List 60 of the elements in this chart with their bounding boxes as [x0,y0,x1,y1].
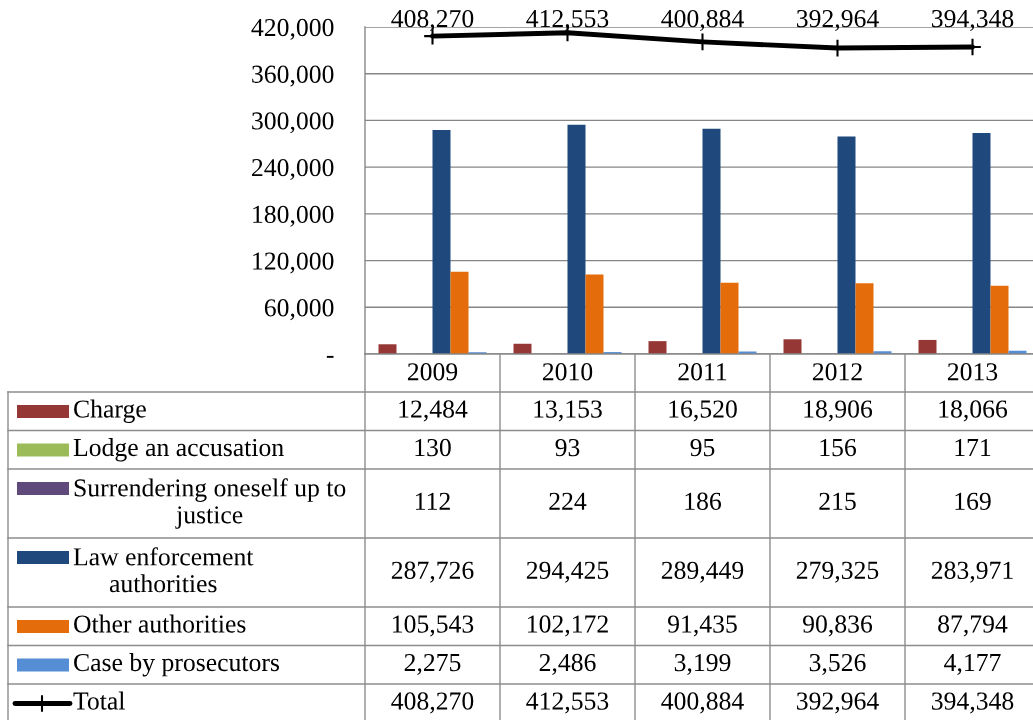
data-label: 412,553 [526,692,609,714]
data-label: 130 [415,438,451,457]
data-label: 13,153 [534,400,602,422]
data-label: 4,177 [944,653,1001,675]
data-label: 400,884 [661,692,744,714]
data-label: 186 [685,492,721,510]
text: 392,964 [796,9,879,31]
legend-label: Lodge an accusation [73,438,284,462]
data-label: 2,275 [404,653,461,675]
data-label: 12,484 [399,400,468,422]
data-label: 3,526 [809,653,866,675]
data-label: 112 [415,492,450,510]
text: 408,270 [391,9,474,31]
legend-label: Surrendering oneself up to justice [74,478,346,529]
data-label: 91,435 [668,615,737,637]
data-label: 16,520 [669,400,737,422]
legend-label: Law enforcement authorities [73,547,254,593]
data-label: 18,066 [939,400,1008,422]
text: 400,884 [661,9,744,31]
data-label: 18,906 [804,400,873,422]
y-tick-label: 420,000 [251,18,334,40]
data-label: 287,726 [391,561,474,583]
data-label: 408,270 [391,692,474,714]
y-tick-label: 360,000 [252,65,334,87]
data-label: 169 [955,492,991,510]
legend-label: Other authorities [74,614,246,633]
y-tick-label: 240,000 [252,158,334,181]
data-label: 283,971 [931,561,1013,583]
data-label: 279,325 [796,561,879,583]
y-tick-label: - [326,355,334,358]
text: 394,348 [931,9,1014,31]
data-label: 171 [955,438,991,456]
x-tick-label: 2011 [678,363,727,381]
y-tick-label: 180,000 [253,205,334,227]
text: 412,553 [526,9,609,31]
x-tick-label: 2009 [407,363,458,381]
y-tick-label: 300,000 [252,112,334,134]
data-label: 102,172 [528,615,608,637]
y-tick-label: 120,000 [253,252,334,274]
legend-label: Case by prosecutors [74,653,280,677]
data-label: 215 [819,492,856,510]
data-label: 394,348 [931,692,1014,714]
data-label: 105,543 [393,615,474,637]
data-label: 90,836 [803,615,873,637]
data-label: 289,449 [661,561,744,583]
x-tick-label: 2013 [947,363,998,381]
data-label: 87,794 [938,615,1008,637]
data-label: 2,486 [539,653,596,675]
y-tick-label: 60,000 [264,299,334,321]
data-label: 156 [820,438,856,457]
x-tick-label: 2010 [542,363,593,381]
legend-label: Charge [74,399,146,423]
data-label: 392,964 [796,692,879,714]
data-label: 3,199 [674,653,731,675]
legend-label: Total [73,691,125,710]
data-label: 224 [549,492,587,510]
data-label: 294,425 [526,561,609,583]
data-label: 93 [555,438,580,457]
x-tick-label: 2012 [812,363,862,381]
data-label: 95 [690,438,715,457]
